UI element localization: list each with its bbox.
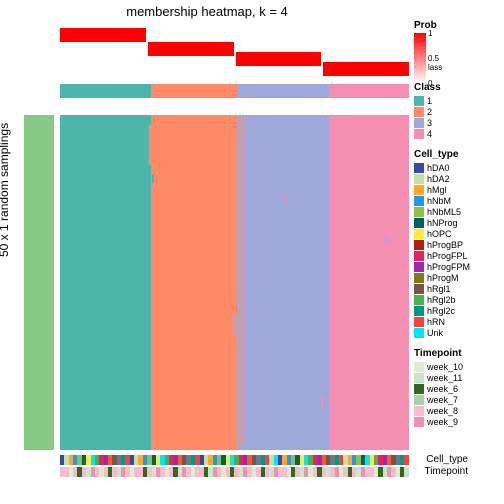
membership-heatmap [60,115,409,450]
timepoint-label: Timepoint [424,466,468,477]
row-bar-fill [24,115,54,450]
cell-type-annotation [60,455,409,465]
timepoint-annotation [60,467,409,477]
cell-type-label: Cell_type [426,454,468,465]
class-color-bar [60,84,409,98]
probability-strip [60,24,409,74]
legend-panel: Prob10.50lassClass1234Cell_typehDA0hDA2h… [414,20,502,437]
row-annotation-bar [24,115,54,450]
y-axis-label: 50 x 1 random samplings [0,123,11,257]
chart-title: membership heatmap, k = 4 [0,4,414,19]
